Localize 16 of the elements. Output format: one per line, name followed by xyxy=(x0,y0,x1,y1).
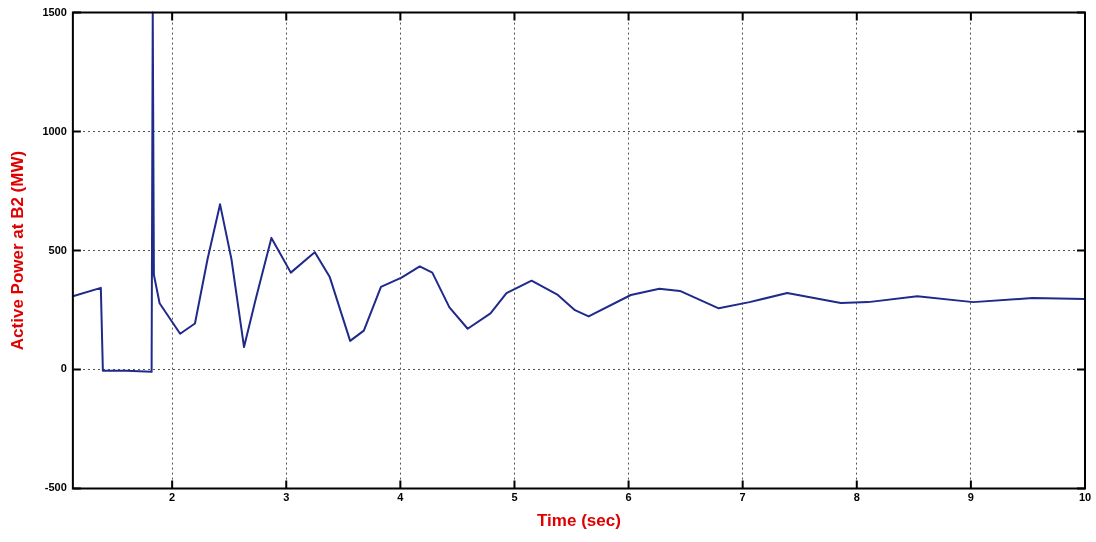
y-tick-label: 1000 xyxy=(42,124,67,137)
y-tick-label: -500 xyxy=(44,481,67,494)
x-tick-label: 10 xyxy=(1078,491,1092,504)
x-tick-label: 5 xyxy=(511,491,518,504)
x-tick-label: 9 xyxy=(967,491,974,504)
x-tick-label: 7 xyxy=(739,491,746,504)
x-axis-title: Time (sec) xyxy=(537,511,621,531)
x-tick-label: 2 xyxy=(169,491,176,504)
y-tick-label: 500 xyxy=(48,243,67,256)
x-tick-label: 6 xyxy=(625,491,632,504)
x-tick-label: 3 xyxy=(283,491,290,504)
y-tick-label: 0 xyxy=(60,362,67,375)
y-axis-title: Active Power at B2 (MW) xyxy=(7,150,27,351)
y-tick-label: 1500 xyxy=(42,5,67,18)
x-tick-label: 8 xyxy=(853,491,860,504)
x-tick-label: 4 xyxy=(397,491,405,504)
